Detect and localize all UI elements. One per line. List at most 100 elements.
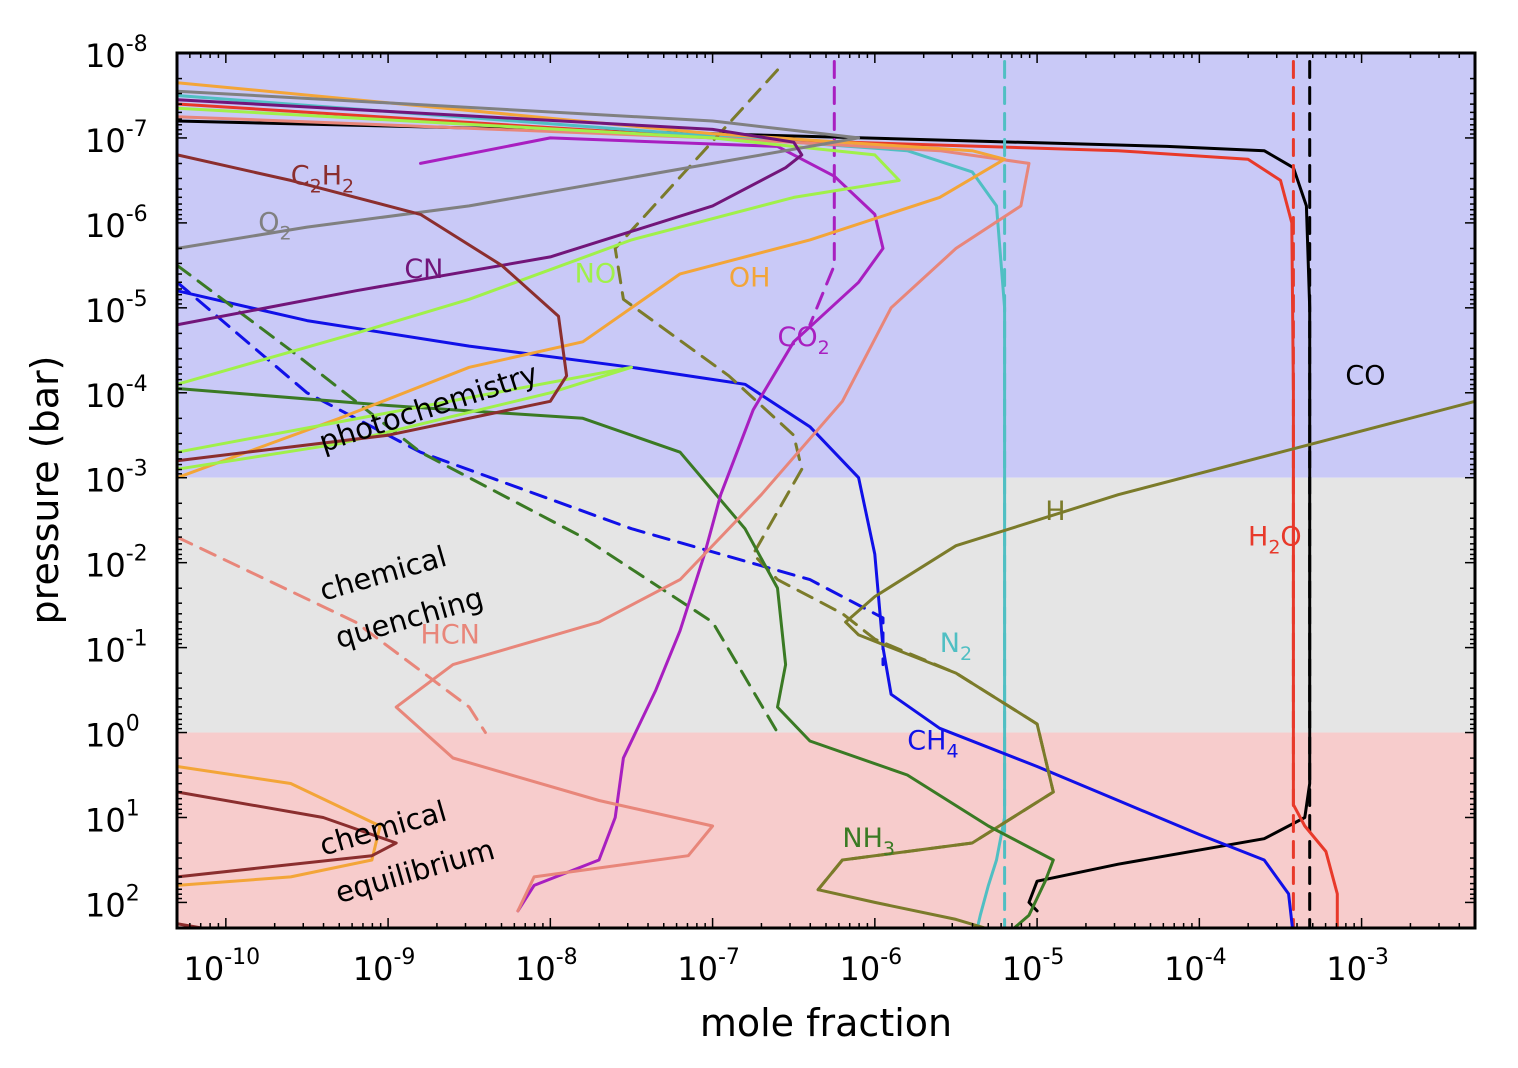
species-label-subscript: 2: [280, 222, 292, 244]
x-tick-base: 10: [184, 950, 225, 988]
y-tick-exponent: 1: [126, 796, 140, 821]
x-tick-label: 10-10: [184, 945, 261, 988]
species-label-nh: NH3: [842, 823, 895, 860]
species-label-text: CO: [1345, 360, 1385, 391]
y-tick-label: 10-8: [85, 32, 148, 75]
x-tick-label: 10-9: [353, 945, 416, 988]
species-label-subscript: 4: [946, 741, 958, 763]
x-tick-label: 10-4: [1164, 945, 1227, 988]
species-label-subscript: 2: [818, 337, 830, 359]
series-line-h-8: [816, 399, 1475, 928]
species-label-text: O: [1280, 522, 1301, 553]
y-tick-label: 102: [85, 881, 140, 924]
species-label-text: H: [1248, 522, 1268, 553]
y-tick-exponent: -7: [126, 117, 148, 142]
species-label-o: O2: [258, 207, 291, 244]
species-label-subscript: 2: [1268, 537, 1280, 559]
x-tick-label: 10-3: [1326, 945, 1389, 988]
species-label-h: H: [1045, 496, 1065, 527]
x-tick-exponent: -7: [718, 945, 740, 970]
series-line-co2-equilibrium-13: [808, 60, 836, 327]
species-label-subscript: 2: [342, 176, 354, 198]
x-tick-base: 10: [1164, 950, 1205, 988]
x-tick-base: 10: [1326, 950, 1367, 988]
series-line-c2h2-21: [177, 153, 569, 463]
y-tick-exponent: -3: [126, 457, 148, 482]
species-label-subscript: 2: [310, 176, 322, 198]
y-axis-title: pressure (bar): [23, 356, 67, 625]
y-tick-exponent: -5: [126, 287, 148, 312]
species-label-n: N2: [940, 628, 972, 665]
y-tick-label: 10-6: [85, 202, 148, 245]
y-tick-base: 10: [85, 717, 126, 755]
y-tick-base: 10: [85, 207, 126, 245]
x-tick-label: 10-8: [515, 945, 578, 988]
x-tick-label: 10-6: [840, 945, 903, 988]
y-tick-base: 10: [85, 292, 126, 330]
series-line-hcn-equilibrium-15: [177, 535, 487, 734]
y-tick-exponent: -4: [126, 372, 148, 397]
y-tick-exponent: -2: [126, 542, 148, 567]
species-label-subscript: 2: [960, 643, 972, 665]
y-tick-base: 10: [85, 122, 126, 160]
species-label-co: CO: [1345, 360, 1385, 391]
series-line-nh3-10: [177, 387, 1055, 928]
species-label-text: NO: [575, 258, 616, 289]
series-line-ch4-equilibrium-7: [177, 280, 885, 667]
y-tick-base: 10: [85, 886, 126, 924]
y-tick-exponent: -8: [126, 32, 148, 57]
x-tick-exponent: -4: [1205, 945, 1227, 970]
y-tick-base: 10: [85, 547, 126, 585]
x-tick-exponent: -8: [556, 945, 578, 970]
y-tick-exponent: 2: [126, 881, 140, 906]
x-tick-label: 10-7: [677, 945, 740, 988]
y-tick-label: 10-7: [85, 117, 148, 160]
y-tick-label: 100: [85, 712, 140, 755]
species-label-co: CO2: [777, 322, 829, 359]
series-line-cn-20: [177, 98, 804, 327]
species-label-text: H: [1045, 496, 1065, 527]
species-label-text: CO: [777, 322, 817, 353]
x-tick-exponent: -6: [880, 945, 902, 970]
x-tick-exponent: -5: [1042, 945, 1064, 970]
species-label-oh: OH: [729, 263, 771, 294]
y-tick-label: 10-5: [85, 287, 148, 330]
species-label-text: OH: [729, 263, 771, 294]
series-line-oh-17: [177, 765, 382, 887]
series-line-c2h2-22: [177, 790, 398, 879]
y-tick-base: 10: [85, 37, 126, 75]
species-label-text: O: [258, 207, 279, 238]
species-label-text: CN: [404, 254, 443, 285]
y-tick-base: 10: [85, 462, 126, 500]
species-label-text: HCN: [421, 619, 480, 650]
series-line-nh3-equilibrium-11: [177, 263, 779, 734]
x-tick-exponent: -10: [224, 945, 260, 970]
series-line-o2-19: [177, 89, 861, 250]
series-line-oh-16: [177, 81, 1007, 480]
species-label-h: H2O: [1248, 522, 1302, 559]
species-label-no: NO: [575, 258, 616, 289]
species-label-text: NH: [842, 823, 883, 854]
series-line-no-18: [177, 106, 901, 471]
species-label-text: N: [940, 628, 960, 659]
y-tick-exponent: -1: [126, 627, 148, 652]
series-line-h-equilibrium-9: [613, 68, 1055, 892]
species-label-cn: CN: [404, 254, 443, 285]
species-label-ch: CH4: [907, 726, 958, 763]
species-label-text: CH: [907, 726, 946, 757]
y-tick-label: 10-3: [85, 457, 148, 500]
y-tick-label: 10-1: [85, 627, 148, 670]
x-tick-base: 10: [353, 950, 394, 988]
y-tick-exponent: 0: [126, 712, 140, 737]
x-tick-exponent: -9: [393, 945, 415, 970]
x-tick-base: 10: [1002, 950, 1043, 988]
x-tick-base: 10: [677, 950, 718, 988]
species-label-c: C2H2: [291, 161, 354, 198]
series-line-hcn-14: [177, 115, 1031, 913]
x-tick-base: 10: [840, 950, 881, 988]
species-label-subscript: 3: [883, 838, 895, 860]
x-tick-base: 10: [515, 950, 556, 988]
x-tick-exponent: -3: [1367, 945, 1389, 970]
